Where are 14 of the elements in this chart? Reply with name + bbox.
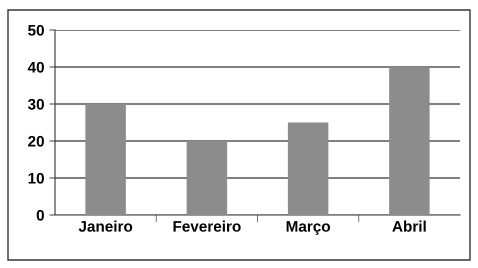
bar xyxy=(85,104,126,215)
y-tick-label: 40 xyxy=(28,62,44,73)
x-tick-label: Fevereiro xyxy=(174,220,241,232)
y-tick-label: 10 xyxy=(28,172,44,184)
x-tick-label: Abril xyxy=(392,220,426,232)
x-tick-label: Janeiro xyxy=(78,220,132,232)
bar xyxy=(389,67,430,215)
y-tick-label: 20 xyxy=(28,136,44,147)
y-tick-label: 30 xyxy=(28,98,44,110)
bar xyxy=(186,141,228,215)
x-tick-label: Março xyxy=(286,221,330,235)
y-tick-label: 50 xyxy=(28,24,44,36)
bar xyxy=(288,122,328,215)
y-tick-label: 0 xyxy=(36,210,44,221)
